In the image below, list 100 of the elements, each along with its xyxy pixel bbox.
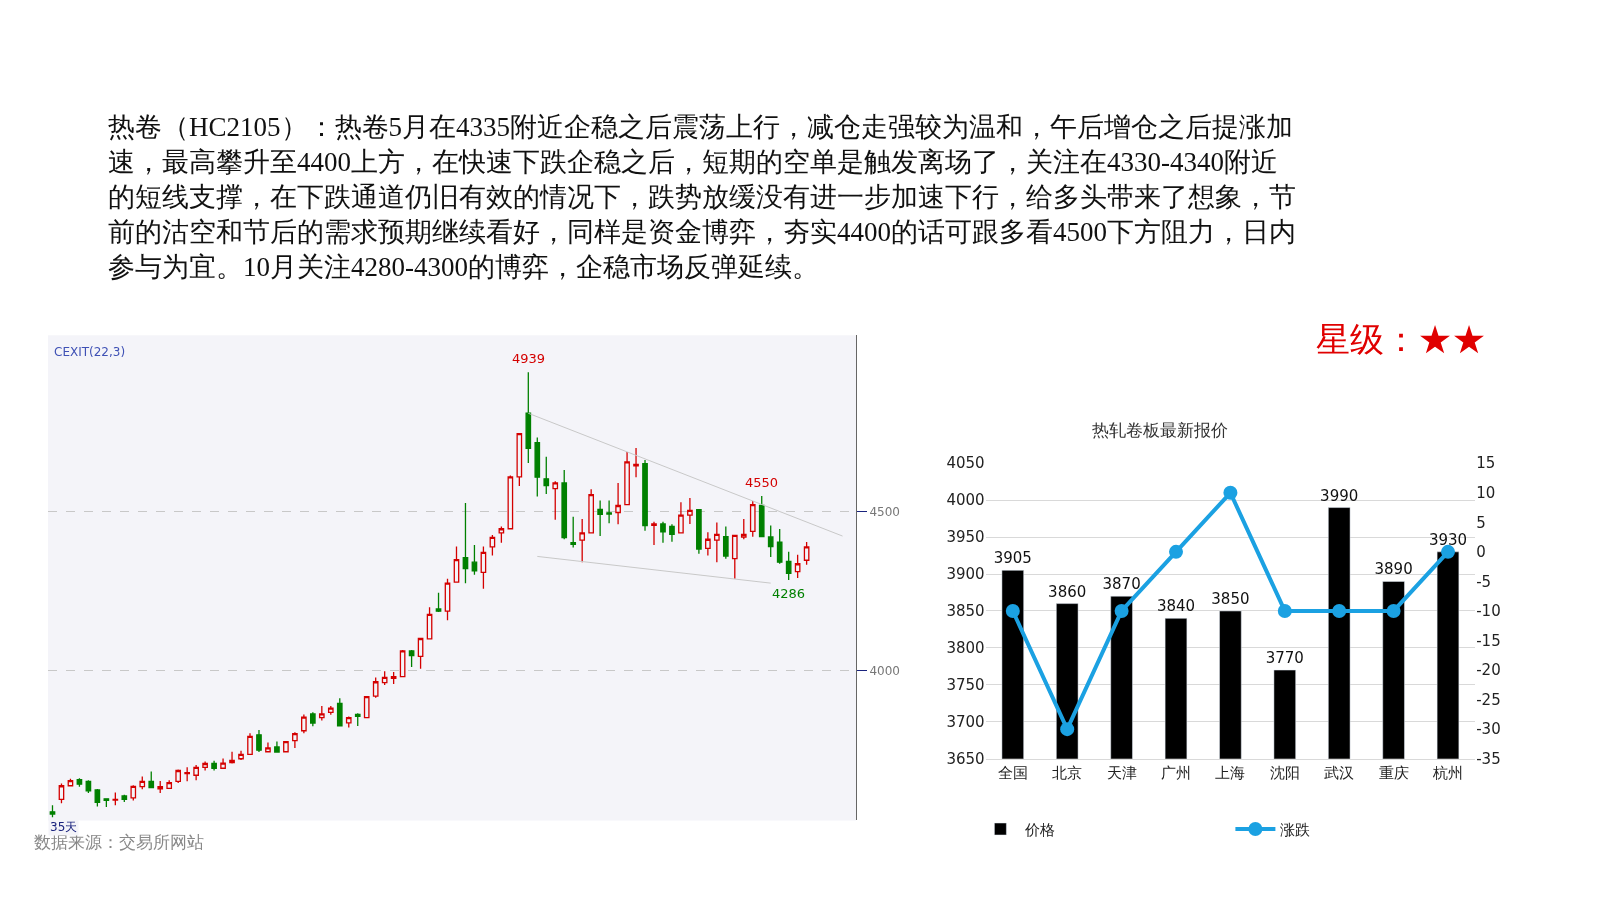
candlestick bbox=[130, 784, 137, 802]
legend-label: 涨跌 bbox=[1280, 820, 1311, 839]
candlestick bbox=[103, 798, 110, 808]
candlestick bbox=[606, 499, 612, 524]
x-tick-label: 天津 bbox=[1106, 764, 1137, 781]
y-tick-label: 4000 bbox=[869, 664, 900, 679]
point bbox=[1386, 603, 1401, 618]
candlestick bbox=[166, 779, 173, 790]
candlestick bbox=[327, 705, 334, 716]
x-tick-label: 广州 bbox=[1161, 764, 1191, 781]
candlestick bbox=[669, 523, 675, 543]
candlestick bbox=[390, 671, 397, 685]
y2-tick-label: -30 bbox=[1476, 720, 1501, 739]
x-tick-label: 重庆 bbox=[1378, 764, 1409, 781]
candlestick bbox=[193, 764, 199, 782]
candlestick bbox=[283, 740, 289, 753]
y2-tick-label: -5 bbox=[1476, 572, 1492, 591]
candlestick bbox=[309, 711, 316, 727]
candlestick bbox=[516, 432, 523, 487]
candlestick bbox=[561, 469, 568, 540]
candlestick bbox=[265, 741, 271, 753]
candlestick bbox=[381, 670, 388, 686]
candlestick bbox=[696, 509, 702, 555]
y2-tick-label: -20 bbox=[1476, 661, 1501, 680]
candlestick bbox=[175, 768, 182, 784]
candlestick bbox=[292, 731, 298, 749]
candlestick bbox=[408, 649, 415, 668]
candlestick bbox=[112, 791, 119, 806]
legend-label: 价格 bbox=[1024, 820, 1056, 839]
point bbox=[1223, 485, 1238, 500]
y2-tick-label: 5 bbox=[1476, 513, 1486, 532]
candlestick bbox=[471, 544, 478, 576]
candlestick bbox=[731, 534, 738, 580]
candlestick bbox=[148, 770, 155, 789]
x-tick-label: 沈阳 bbox=[1269, 764, 1300, 781]
y2-tick-label: -15 bbox=[1476, 631, 1501, 650]
candlestick bbox=[687, 497, 693, 525]
point bbox=[1114, 603, 1129, 618]
data-label: 3870 bbox=[1102, 575, 1141, 594]
source-note: 数据来源：交易所网站 bbox=[34, 833, 204, 852]
candlestick bbox=[345, 715, 352, 729]
candlestick bbox=[660, 521, 666, 544]
annotation: 35天 bbox=[50, 820, 78, 834]
point bbox=[1277, 603, 1292, 618]
candlestick bbox=[794, 554, 801, 579]
x-tick-label: 上海 bbox=[1215, 764, 1246, 781]
candlestick bbox=[238, 750, 244, 761]
candlestick bbox=[651, 521, 657, 546]
y-tick-label: 3800 bbox=[946, 639, 985, 658]
candlestick bbox=[417, 637, 424, 670]
x-tick-label: 武汉 bbox=[1324, 764, 1355, 781]
data-label: 3930 bbox=[1428, 530, 1468, 549]
candlestick bbox=[758, 495, 765, 538]
candlestick bbox=[498, 525, 505, 544]
candlestick bbox=[705, 531, 711, 557]
candlestick bbox=[202, 760, 208, 772]
data-label: 3905 bbox=[993, 549, 1032, 568]
y2-tick-label: -35 bbox=[1476, 749, 1501, 768]
candlestick bbox=[722, 525, 729, 560]
text: 热卷（HC2105）：热卷5月在4335附近企稳之后震荡上行，减仓走强较为温和，午后增仓之后提涨加速，最高攀升至4400上方，在快速下跌企稳之后，短期的空单是触发离场了，关注在4330-4340附近的短线支撑，在下跌通道仍旧有效的情况下，跌势放缓没有进一步加速下行，给多头带来了想象，节前的沽空和节后的需求预期继续看好，同样是资金博弈，夯实4400的话可跟多看4500下方阻力，日内参与为宜。10月关注4280-4300的博弈，企稳市场反弹延续。 bbox=[108, 112, 1296, 283]
candlestick bbox=[220, 757, 226, 769]
data-label: 3770 bbox=[1265, 649, 1304, 668]
y2-tick-label: 15 bbox=[1476, 454, 1496, 473]
point bbox=[1005, 603, 1020, 618]
y-tick-label: 3650 bbox=[946, 749, 985, 768]
candlestick bbox=[543, 456, 550, 495]
candlestick bbox=[588, 488, 595, 534]
candlestick bbox=[318, 705, 325, 722]
y-tick-label: 4000 bbox=[946, 491, 985, 510]
candlestick bbox=[579, 518, 586, 563]
annotation: 4286 bbox=[772, 586, 806, 601]
y-tick-label: 3750 bbox=[946, 676, 985, 695]
candlestick bbox=[767, 524, 774, 558]
y2-tick-label: 10 bbox=[1476, 484, 1496, 503]
data-label: 3860 bbox=[1048, 582, 1087, 601]
candlestick bbox=[678, 501, 684, 534]
chart-title: 热轧卷板最新报价 bbox=[1092, 421, 1228, 440]
annotation: CEXIT(22,3) bbox=[54, 345, 126, 359]
y2-tick-label: -10 bbox=[1476, 602, 1501, 621]
candlestick bbox=[534, 436, 541, 498]
candlestick bbox=[184, 766, 191, 782]
candlestick bbox=[157, 780, 164, 794]
candlestick bbox=[354, 712, 361, 727]
candlestick bbox=[597, 499, 603, 537]
candlestick bbox=[642, 459, 648, 532]
candlestick bbox=[121, 794, 128, 803]
candlestick bbox=[624, 451, 630, 506]
candlestick bbox=[776, 528, 783, 565]
candlestick bbox=[713, 521, 720, 563]
y-tick-label: 4500 bbox=[869, 505, 900, 520]
x-tick-label: 北京 bbox=[1052, 764, 1083, 781]
candlestick bbox=[256, 729, 262, 753]
y-tick-label: 3950 bbox=[946, 528, 985, 547]
point bbox=[1169, 544, 1183, 559]
candlestick bbox=[785, 551, 792, 581]
x-tick-label: 全国 bbox=[997, 764, 1028, 781]
annotation: 4550 bbox=[745, 475, 779, 490]
candlestick bbox=[247, 732, 253, 755]
candlestick bbox=[480, 545, 487, 590]
point bbox=[1332, 603, 1347, 618]
